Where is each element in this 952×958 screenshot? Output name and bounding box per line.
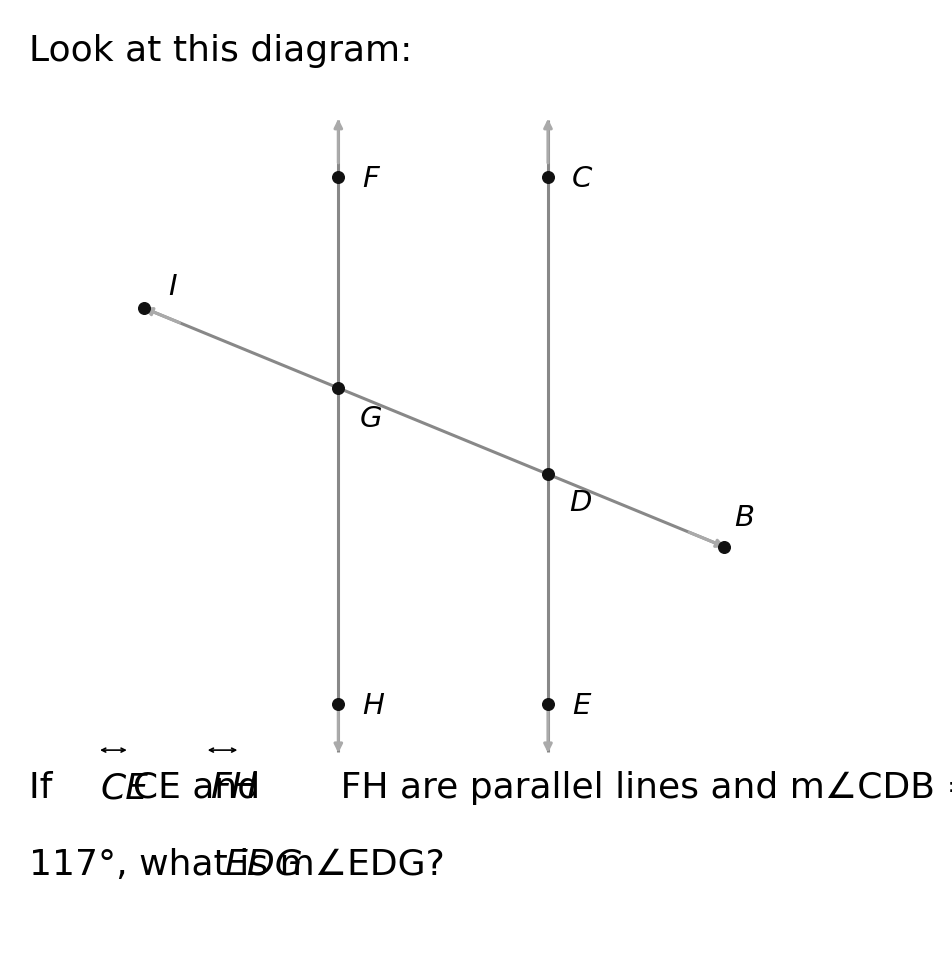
Text: I: I [168, 272, 176, 301]
Text: D: D [568, 489, 590, 516]
Point [540, 467, 555, 482]
Text: Look at this diagram:: Look at this diagram: [29, 34, 411, 67]
Point [330, 170, 346, 185]
Text: G: G [359, 405, 382, 433]
Text: C: C [571, 165, 591, 194]
Text: If       CE and       FH are parallel lines and m∠CDB =: If CE and FH are parallel lines and m∠CD… [29, 771, 952, 805]
Point [136, 301, 151, 316]
Text: CE: CE [100, 771, 148, 805]
Text: F: F [362, 165, 379, 194]
Point [540, 696, 555, 712]
Text: 117°, what is m∠EDG?: 117°, what is m∠EDG? [29, 848, 444, 881]
Text: FH: FH [209, 771, 257, 805]
Text: B: B [733, 504, 753, 533]
Text: EDG: EDG [224, 848, 303, 881]
Point [330, 696, 346, 712]
Text: E: E [571, 692, 589, 720]
Point [330, 380, 346, 396]
Point [540, 170, 555, 185]
Point [716, 539, 731, 555]
Text: H: H [362, 692, 384, 720]
